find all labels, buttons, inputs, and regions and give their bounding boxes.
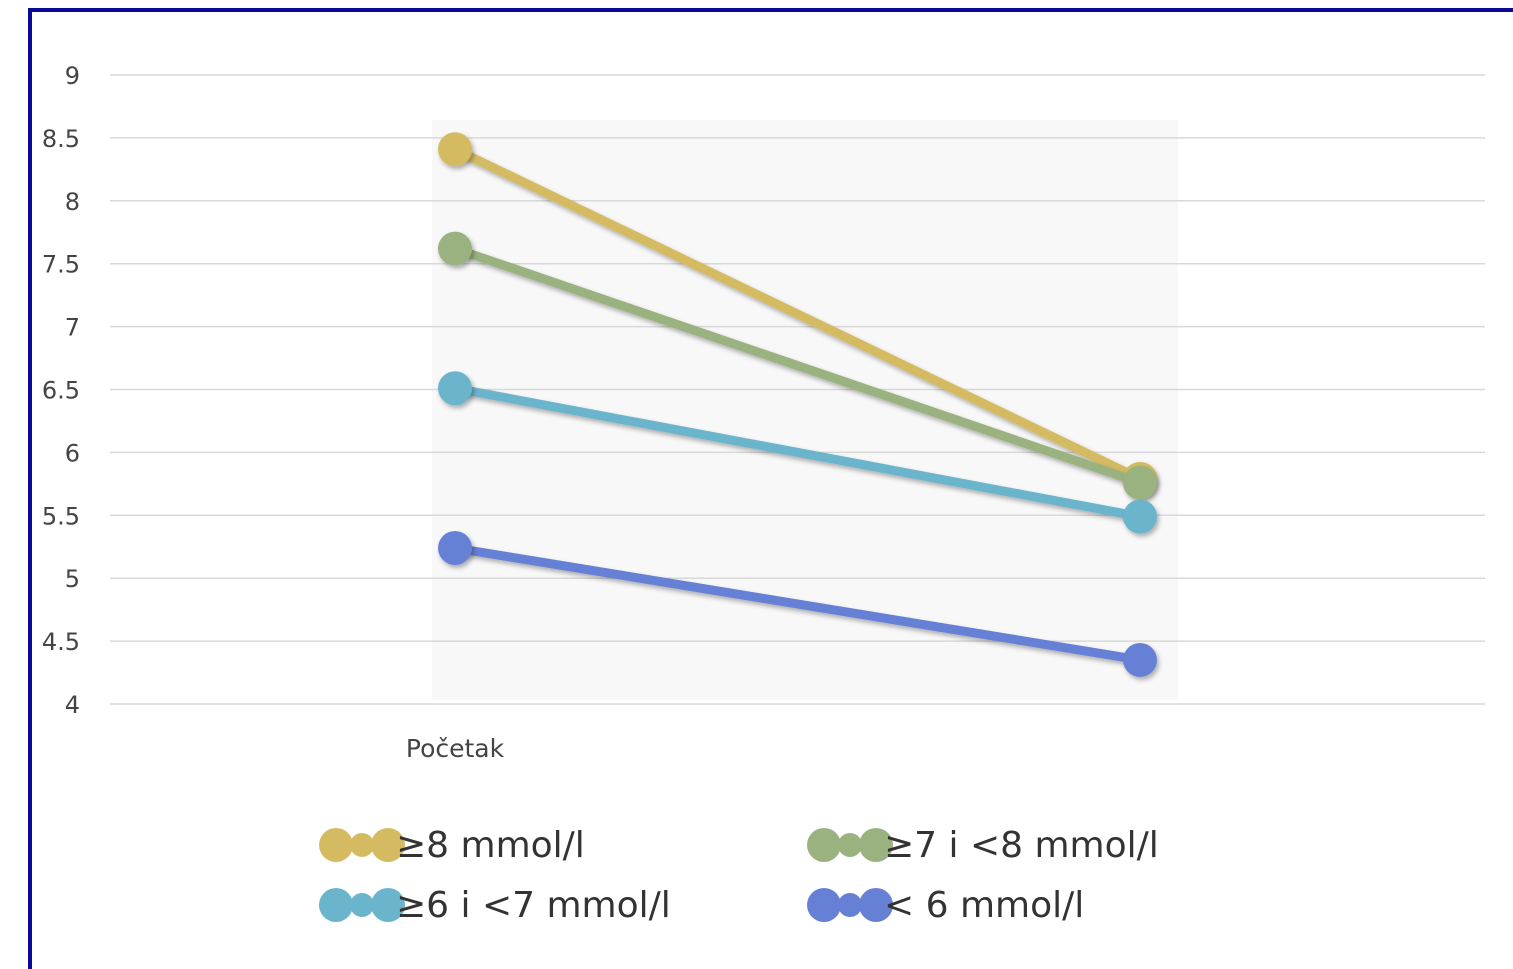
y-tick-label: 7 [65,314,80,342]
x-axis-category-labels: Početak [406,734,505,763]
series-line [450,543,1145,665]
legend: ≥8 mmol/l ≥7 i <8 mmol/l ≥6 i <7 mmol/l < 6… [319,825,1159,926]
legend-item: ≥6 i <7 mmol/l [319,885,671,926]
x-category-label: Početak [406,734,505,763]
legend-marker [350,893,374,917]
grid-lines [110,74,1485,705]
y-tick-label: 8.5 [42,125,80,153]
legend-item: ≥7 i <8 mmol/l [807,825,1159,866]
legend-marker [319,888,353,922]
chart-frame [28,8,1513,969]
series-line [450,383,1145,522]
y-tick-label: 5 [65,565,80,593]
legend-label: ≥6 i <7 mmol/l [396,885,671,926]
legend-item: < 6 mmol/l [807,885,1084,926]
y-tick-label: 6.5 [42,377,80,405]
y-tick-label: 4 [65,691,80,719]
series-3 [438,371,1157,534]
y-tick-label: 5.5 [42,502,80,530]
legend-marker [371,828,405,862]
legend-label: ≥7 i <8 mmol/l [884,825,1159,866]
data-point [1123,465,1157,500]
series-2 [438,231,1157,500]
data-point [438,371,472,406]
legend-marker [838,833,862,857]
plot-background [432,120,1178,700]
legend-marker [371,888,405,922]
legend-marker [859,828,893,862]
legend-marker [807,888,841,922]
y-axis-tick-labels: 9 8.5 8 7.5 7 6.5 6 5.5 5 4.5 4 [42,62,80,719]
y-tick-label: 8 [65,188,80,216]
data-point [1123,642,1157,677]
series-line [450,144,1145,484]
data-point [438,132,472,167]
legend-marker [319,828,353,862]
series-line [450,244,1145,488]
series-4 [438,531,1157,677]
legend-label: ≥8 mmol/l [396,825,585,866]
y-tick-label: 4.5 [42,628,80,656]
legend-marker [838,893,862,917]
data-point [438,531,472,566]
y-tick-label: 9 [65,62,80,90]
legend-item: ≥8 mmol/l [319,825,585,866]
y-tick-label: 7.5 [42,251,80,279]
data-point [1123,499,1157,534]
legend-label: < 6 mmol/l [884,885,1084,926]
y-tick-label: 6 [65,439,80,467]
legend-marker [859,888,893,922]
legend-marker [807,828,841,862]
legend-marker [350,833,374,857]
series-lines [438,132,1157,677]
data-point [438,231,472,266]
